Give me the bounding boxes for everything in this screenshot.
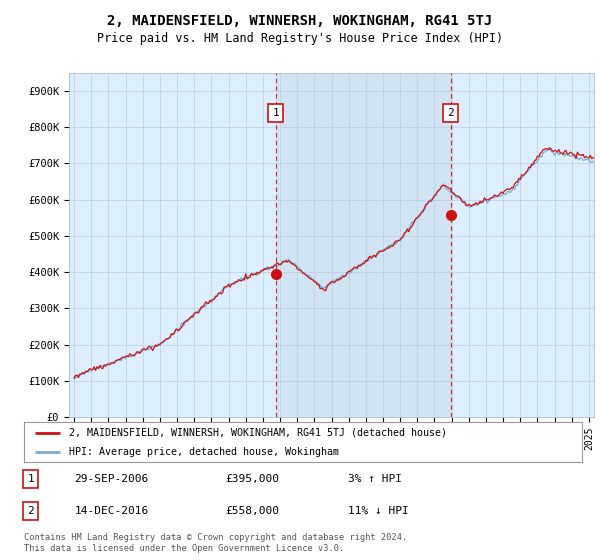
Text: £395,000: £395,000	[225, 474, 279, 484]
Text: 29-SEP-2006: 29-SEP-2006	[74, 474, 148, 484]
Text: 2: 2	[28, 506, 34, 516]
Text: 2, MAIDENSFIELD, WINNERSH, WOKINGHAM, RG41 5TJ: 2, MAIDENSFIELD, WINNERSH, WOKINGHAM, RG…	[107, 14, 493, 28]
Bar	[276, 73, 451, 417]
Text: 14-DEC-2016: 14-DEC-2016	[74, 506, 148, 516]
Text: 11% ↓ HPI: 11% ↓ HPI	[347, 506, 409, 516]
Text: Contains HM Land Registry data © Crown copyright and database right 2024.
This d: Contains HM Land Registry data © Crown c…	[24, 533, 407, 553]
Text: £558,000: £558,000	[225, 506, 279, 516]
Text: 2: 2	[448, 108, 454, 118]
Text: 1: 1	[28, 474, 34, 484]
Text: 3% ↑ HPI: 3% ↑ HPI	[347, 474, 401, 484]
Text: Price paid vs. HM Land Registry's House Price Index (HPI): Price paid vs. HM Land Registry's House …	[97, 32, 503, 45]
Text: 2, MAIDENSFIELD, WINNERSH, WOKINGHAM, RG41 5TJ (detached house): 2, MAIDENSFIELD, WINNERSH, WOKINGHAM, RG…	[68, 428, 446, 438]
Text: 1: 1	[272, 108, 279, 118]
Text: HPI: Average price, detached house, Wokingham: HPI: Average price, detached house, Woki…	[68, 447, 338, 457]
